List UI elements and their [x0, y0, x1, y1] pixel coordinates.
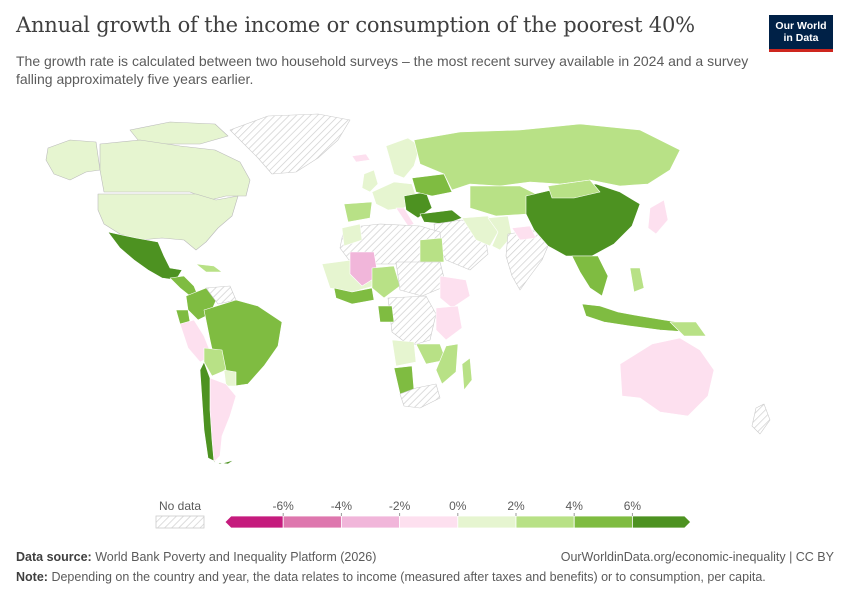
region-mongolia[interactable]: [547, 179, 601, 199]
chart-title: Annual growth of the income or consumpti…: [16, 13, 695, 37]
region-philippines[interactable]: [629, 267, 645, 293]
region-egypt[interactable]: [419, 237, 445, 263]
legend-bin-1[interactable]: [282, 515, 342, 529]
source-label: Data source:: [16, 550, 92, 564]
legend-bin-2[interactable]: [340, 515, 400, 529]
region-iceland[interactable]: [351, 153, 371, 163]
region-ethiopia[interactable]: [439, 275, 471, 309]
legend-no-data-label: No data: [159, 499, 201, 513]
region-argentina[interactable]: [209, 377, 237, 463]
legend-no-data-swatch[interactable]: [155, 515, 205, 529]
region-east-africa[interactable]: [435, 305, 463, 341]
legend-tick-label: -2%: [389, 499, 411, 513]
legend-bin-7[interactable]: [632, 515, 692, 529]
region-united-states[interactable]: [97, 193, 239, 251]
legend-bin-4[interactable]: [457, 515, 517, 529]
region-indonesia[interactable]: [581, 303, 691, 333]
region-greenland[interactable]: [229, 113, 351, 175]
map-legend: No data -6% -4% -2% 0% 2% 4% 6%: [155, 499, 692, 529]
legend-bin-0[interactable]: [224, 515, 284, 529]
chart-subtitle: The growth rate is calculated between tw…: [16, 53, 749, 87]
region-iran[interactable]: [461, 215, 499, 247]
region-scandinavia[interactable]: [385, 137, 421, 179]
region-china[interactable]: [525, 183, 641, 257]
region-angola[interactable]: [391, 339, 417, 367]
region-new-zealand[interactable]: [751, 403, 771, 435]
region-central-africa[interactable]: [387, 295, 437, 347]
note-text: Depending on the country and year, the d…: [51, 570, 766, 584]
logo-line-2: in Data: [783, 32, 819, 44]
footer-note-row: Note: Depending on the country and year,…: [16, 567, 834, 587]
region-sudan[interactable]: [395, 261, 447, 297]
legend-tick-label: -4%: [331, 499, 353, 513]
region-italy[interactable]: [395, 207, 415, 227]
region-caribbean[interactable]: [195, 263, 223, 273]
note-label: Note:: [16, 570, 48, 584]
region-paraguay[interactable]: [223, 369, 237, 387]
region-gabon[interactable]: [377, 305, 395, 323]
region-coastal-west-africa[interactable]: [333, 287, 375, 305]
region-bolivia[interactable]: [203, 347, 227, 377]
legend-color-scale[interactable]: [224, 515, 692, 529]
region-mali[interactable]: [349, 251, 379, 287]
footer: Data source: World Bank Poverty and Ineq…: [16, 547, 834, 587]
legend-bin-3[interactable]: [399, 515, 459, 529]
region-south-asia-north[interactable]: [511, 225, 537, 241]
legend-bin-6[interactable]: [573, 515, 633, 529]
region-alaska[interactable]: [45, 139, 101, 181]
region-iberia[interactable]: [343, 201, 373, 223]
logo-line-1: Our World: [775, 20, 827, 32]
region-madagascar[interactable]: [461, 357, 473, 391]
region-png[interactable]: [669, 321, 707, 337]
region-russia[interactable]: [413, 123, 681, 191]
world-map[interactable]: [0, 100, 850, 500]
region-japan[interactable]: [647, 199, 669, 235]
region-morocco[interactable]: [341, 223, 363, 247]
region-eastern-europe[interactable]: [411, 173, 453, 197]
region-australia[interactable]: [619, 337, 715, 417]
region-uk[interactable]: [361, 169, 379, 193]
region-chile[interactable]: [199, 361, 235, 465]
url-license[interactable]: OurWorldinData.org/economic-inequality |…: [560, 550, 834, 564]
legend-tick-labels: -6% -4% -2% 0% 2% 4% 6%: [273, 499, 642, 516]
legend-tick-label: 2%: [507, 499, 525, 513]
region-south-africa[interactable]: [399, 383, 441, 409]
source-text[interactable]: World Bank Poverty and Inequality Platfo…: [95, 550, 377, 564]
legend-bin-5[interactable]: [515, 515, 575, 529]
legend-tick-label: 4%: [566, 499, 584, 513]
owid-logo[interactable]: Our World in Data: [769, 15, 833, 52]
footer-source-row: Data source: World Bank Poverty and Ineq…: [16, 547, 834, 567]
region-pakistan[interactable]: [487, 215, 513, 251]
region-nigeria[interactable]: [371, 265, 401, 299]
legend-tick-label: 6%: [624, 499, 642, 513]
region-canada[interactable]: [99, 139, 251, 201]
legend-tick-label: 0%: [449, 499, 467, 513]
region-mozambique[interactable]: [435, 343, 459, 385]
legend-tick-label: -6%: [273, 499, 295, 513]
region-southeast-asia[interactable]: [571, 255, 609, 297]
region-mexico[interactable]: [107, 231, 183, 281]
